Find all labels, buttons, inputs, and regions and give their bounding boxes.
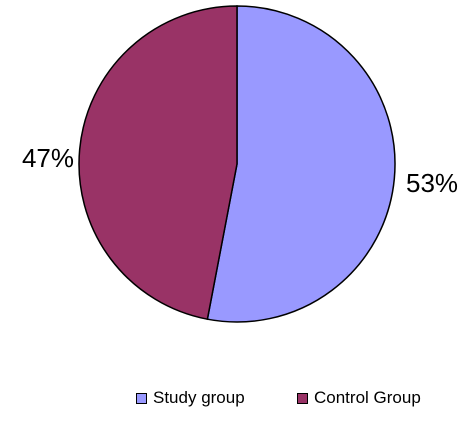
legend-item-study-group: Study group <box>136 388 245 408</box>
pie-slice-control-group <box>78 5 238 321</box>
legend-label-study-group: Study group <box>153 388 245 407</box>
pie-slice-study-group <box>206 5 396 323</box>
legend: Study group Control Group <box>0 388 476 418</box>
pie-slices <box>78 5 396 323</box>
legend-swatch-study-group <box>136 392 147 404</box>
slice-label-study-group: 53% <box>406 168 458 198</box>
legend-swatch-control-group <box>297 392 308 404</box>
legend-item-control-group: Control Group <box>297 388 421 408</box>
legend-label-control-group: Control Group <box>314 388 421 407</box>
slice-label-control-group: 47% <box>22 143 74 173</box>
